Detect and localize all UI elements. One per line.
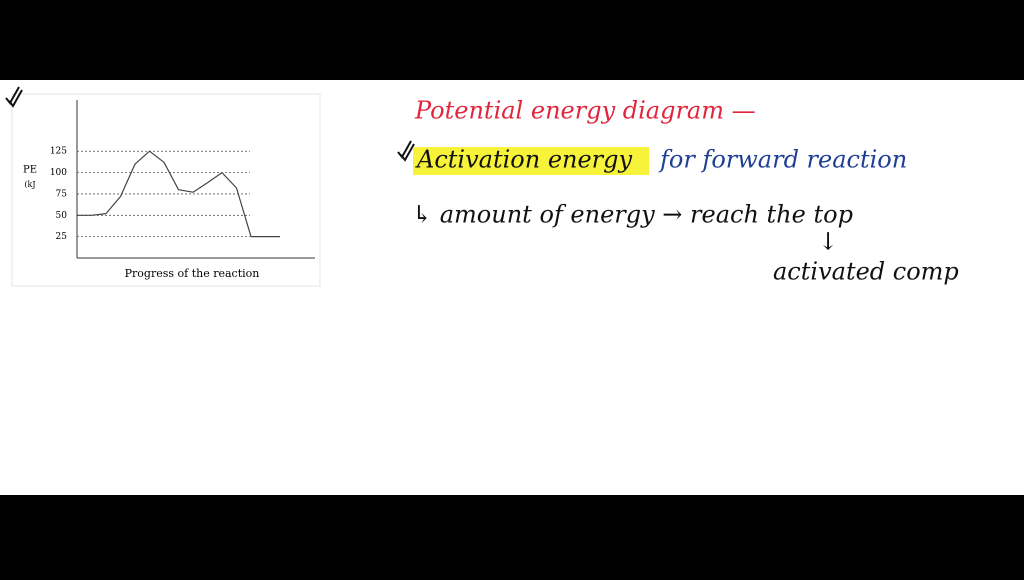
x-axis-label: Progress of the reaction bbox=[125, 267, 260, 280]
note-highlight: Activation energy bbox=[415, 146, 633, 174]
check-mark bbox=[397, 140, 415, 162]
check-mark bbox=[5, 86, 23, 108]
chart-frame bbox=[11, 93, 321, 287]
note-text: activated comp bbox=[773, 258, 959, 286]
y-tick-label: 25 bbox=[56, 232, 68, 242]
highlight bbox=[413, 147, 649, 175]
y-axis-label: PE bbox=[23, 165, 37, 176]
y-tick-label: 100 bbox=[50, 168, 67, 178]
y-tick-label: 75 bbox=[56, 189, 68, 199]
y-tick-label: 125 bbox=[50, 147, 67, 157]
note-title: Potential energy diagram — bbox=[414, 97, 756, 125]
y-axis-unit: (kJ bbox=[24, 180, 35, 189]
note-text: for forward reaction bbox=[658, 146, 907, 174]
note-arrow: ↓ bbox=[818, 228, 838, 256]
y-tick-label: 50 bbox=[56, 211, 68, 221]
line bbox=[77, 150, 280, 238]
note-text: ↳ amount of energy → reach the top bbox=[412, 201, 853, 229]
